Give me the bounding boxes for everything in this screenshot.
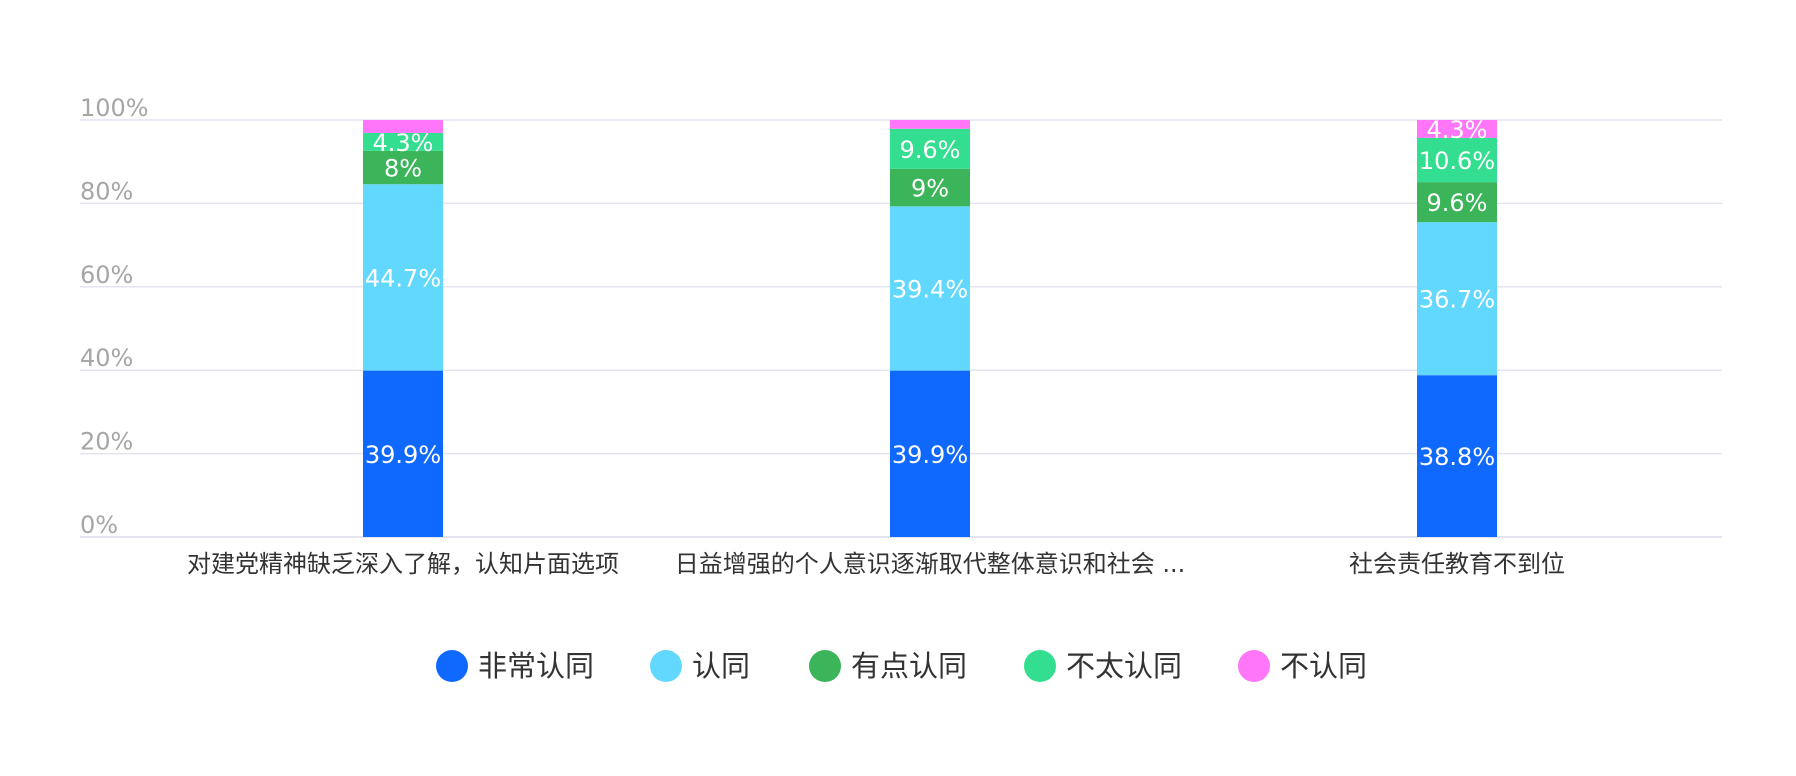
- data-label: 38.8%: [1419, 443, 1495, 471]
- bar-segment: [363, 132, 443, 151]
- bar-segment: [890, 370, 970, 537]
- bar-segment: [890, 206, 970, 371]
- bar-layer: [363, 120, 1497, 537]
- bar-segment: [1417, 182, 1497, 223]
- legend-item[interactable]: 认同: [650, 649, 750, 683]
- data-label: 39.4%: [892, 275, 968, 303]
- x-category-label: 对建党精神缺乏深入了解，认知片面选项: [187, 550, 619, 578]
- y-tick-label: 40%: [80, 344, 133, 372]
- legend-item[interactable]: 有点认同: [809, 649, 967, 683]
- legend-marker: [1238, 650, 1270, 682]
- data-label: 4.3%: [1427, 116, 1488, 144]
- legend-label: 非常认同: [478, 649, 594, 683]
- data-label: 8%: [384, 155, 422, 183]
- x-category-label: 日益增强的个人意识逐渐取代整体意识和社会 ...: [675, 550, 1186, 578]
- data-label: 10.6%: [1419, 147, 1495, 175]
- bar-segment: [363, 370, 443, 537]
- bar-segment: [1417, 137, 1497, 183]
- data-label: 9.6%: [1427, 189, 1488, 217]
- data-label: 9.6%: [900, 136, 961, 164]
- label-layer: 0%20%40%60%80%100%39.9%44.7%8%4.3%对建党精神缺…: [80, 94, 1565, 578]
- y-tick-label: 100%: [80, 94, 149, 122]
- bar-segment: [363, 184, 443, 371]
- legend-item[interactable]: 非常认同: [436, 649, 594, 683]
- data-label: 44.7%: [365, 264, 441, 292]
- data-label: 36.7%: [1419, 286, 1495, 314]
- legend-label: 认同: [692, 649, 750, 683]
- legend-label: 不太认同: [1066, 649, 1182, 683]
- bar-segment: [1417, 222, 1497, 376]
- legend-marker: [1024, 650, 1056, 682]
- bar-segment: [890, 128, 970, 169]
- y-tick-label: 20%: [80, 428, 133, 456]
- data-label: 9%: [911, 175, 949, 203]
- legend-item[interactable]: 不太认同: [1024, 649, 1182, 683]
- bar-segment: [890, 168, 970, 207]
- bar-segment: [890, 120, 970, 129]
- legend-item[interactable]: 不认同: [1238, 649, 1367, 683]
- legend-label: 不认同: [1280, 649, 1367, 683]
- legend: 非常认同 认同 有点认同 不太认同 不认同: [436, 649, 1367, 683]
- legend-marker: [809, 650, 841, 682]
- y-tick-label: 80%: [80, 177, 133, 205]
- y-tick-label: 60%: [80, 261, 133, 289]
- data-label: 4.3%: [373, 129, 434, 157]
- bar-segment: [363, 120, 443, 133]
- legend-label: 有点认同: [851, 649, 967, 683]
- bar-segment: [1417, 120, 1497, 138]
- y-tick-label: 0%: [80, 511, 118, 539]
- bar-segment: [1417, 375, 1497, 537]
- legend-marker: [650, 650, 682, 682]
- data-label: 39.9%: [365, 441, 441, 469]
- x-category-label: 社会责任教育不到位: [1349, 550, 1565, 578]
- bar-segment: [363, 150, 443, 185]
- legend-marker: [436, 650, 468, 682]
- data-label: 39.9%: [892, 441, 968, 469]
